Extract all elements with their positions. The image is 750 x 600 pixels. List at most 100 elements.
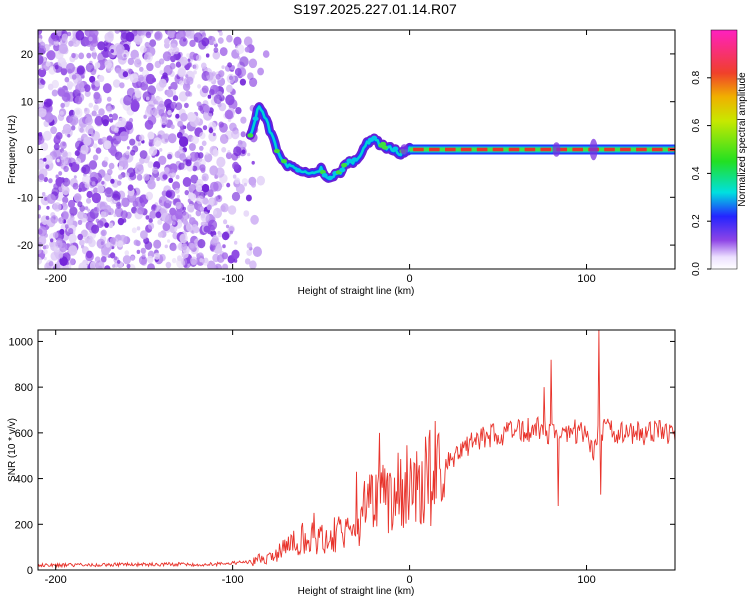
noise-blob <box>171 257 177 264</box>
noise-blob <box>189 207 195 213</box>
noise-blob <box>44 154 53 165</box>
x-tick-label: -100 <box>222 574 244 586</box>
noise-blob <box>107 168 113 176</box>
noise-blob <box>48 43 52 47</box>
noise-blob <box>76 80 85 90</box>
noise-blob <box>136 226 141 231</box>
noise-blob <box>98 75 105 83</box>
noise-blob <box>157 231 163 238</box>
noise-blob <box>195 209 202 217</box>
noise-blob <box>201 32 207 38</box>
noise-blob <box>146 62 154 72</box>
noise-blob <box>64 76 70 83</box>
noise-blob <box>167 153 173 160</box>
noise-blob <box>109 118 114 123</box>
noise-blob <box>199 258 204 263</box>
noise-blob <box>127 184 134 191</box>
noise-blob <box>46 51 52 59</box>
noise-blob <box>159 253 166 262</box>
noise-blob <box>58 171 63 176</box>
noise-blob <box>57 88 66 97</box>
noise-blob <box>64 224 69 229</box>
noise-blob <box>71 52 76 59</box>
noise-blob <box>119 131 129 142</box>
noise-blob <box>86 211 96 223</box>
noise-blob <box>88 102 94 108</box>
noise-blob <box>104 156 109 162</box>
noise-blob <box>194 242 198 247</box>
noise-blob <box>193 32 203 43</box>
noise-blob <box>101 229 107 237</box>
noise-blob <box>212 50 221 60</box>
noise-blob <box>164 167 170 174</box>
noise-blob <box>159 70 164 75</box>
noise-blob <box>138 134 145 142</box>
noise-blob <box>95 260 105 269</box>
noise-blob <box>219 47 228 57</box>
noise-blob <box>167 239 171 243</box>
noise-blob <box>176 131 183 139</box>
noise-blob <box>148 218 153 223</box>
noise-blob <box>158 78 167 88</box>
noise-blob <box>67 84 73 90</box>
noise-blob <box>111 113 118 121</box>
x-tick-label: -200 <box>45 574 67 586</box>
noise-blob <box>82 174 91 185</box>
carrier-peak <box>620 147 631 152</box>
noise-blob <box>195 54 202 61</box>
noise-blob <box>123 54 127 58</box>
noise-blob <box>213 94 223 104</box>
x-tick-label: 0 <box>407 273 413 285</box>
noise-blob <box>96 220 104 229</box>
noise-blob <box>251 181 256 188</box>
noise-blob <box>113 213 117 218</box>
noise-blob <box>207 94 212 99</box>
noise-blob <box>186 53 191 58</box>
noise-blob <box>68 162 73 167</box>
noise-blob <box>147 131 155 140</box>
noise-blob <box>48 178 53 184</box>
noise-blob <box>147 161 154 169</box>
noise-blob <box>197 84 202 89</box>
noise-blob <box>71 74 77 80</box>
ridge-hotspot <box>252 116 259 121</box>
noise-blob <box>53 143 60 151</box>
noise-blob <box>145 31 152 39</box>
noise-blob <box>249 77 258 88</box>
noise-blob <box>158 100 165 108</box>
noise-blob <box>74 95 83 105</box>
ridge-hotspot <box>295 168 302 173</box>
noise-blob <box>170 124 175 130</box>
noise-blob <box>144 119 154 130</box>
noise-blob <box>57 57 66 67</box>
noise-blob <box>216 156 226 168</box>
noise-blob <box>219 31 223 36</box>
noise-blob <box>68 233 77 243</box>
noise-blob <box>140 247 146 254</box>
noise-blob <box>154 252 161 260</box>
noise-blob <box>87 238 93 244</box>
noise-blob <box>86 250 93 259</box>
noise-blob <box>100 256 107 263</box>
noise-blob <box>43 176 48 183</box>
noise-blob <box>220 203 229 213</box>
noise-blob <box>139 66 144 72</box>
noise-blob <box>229 230 233 235</box>
noise-blob <box>191 224 198 232</box>
noise-blob <box>145 96 150 101</box>
noise-blob <box>81 229 88 238</box>
noise-blob <box>118 174 123 180</box>
noise-blob <box>83 84 91 92</box>
noise-blob <box>189 217 196 225</box>
noise-blob <box>122 255 131 265</box>
noise-blob <box>144 108 153 118</box>
x-tick-label: 0 <box>407 574 413 586</box>
noise-blob <box>189 193 197 201</box>
noise-blob <box>240 116 247 124</box>
carrier-peak <box>413 147 424 152</box>
noise-blob <box>127 57 135 66</box>
noise-blob <box>149 210 157 219</box>
carrier-peak <box>572 147 583 152</box>
noise-blob <box>136 174 143 181</box>
noise-blob <box>74 150 80 157</box>
